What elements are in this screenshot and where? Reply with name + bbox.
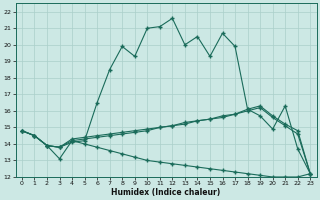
X-axis label: Humidex (Indice chaleur): Humidex (Indice chaleur) [111, 188, 221, 197]
